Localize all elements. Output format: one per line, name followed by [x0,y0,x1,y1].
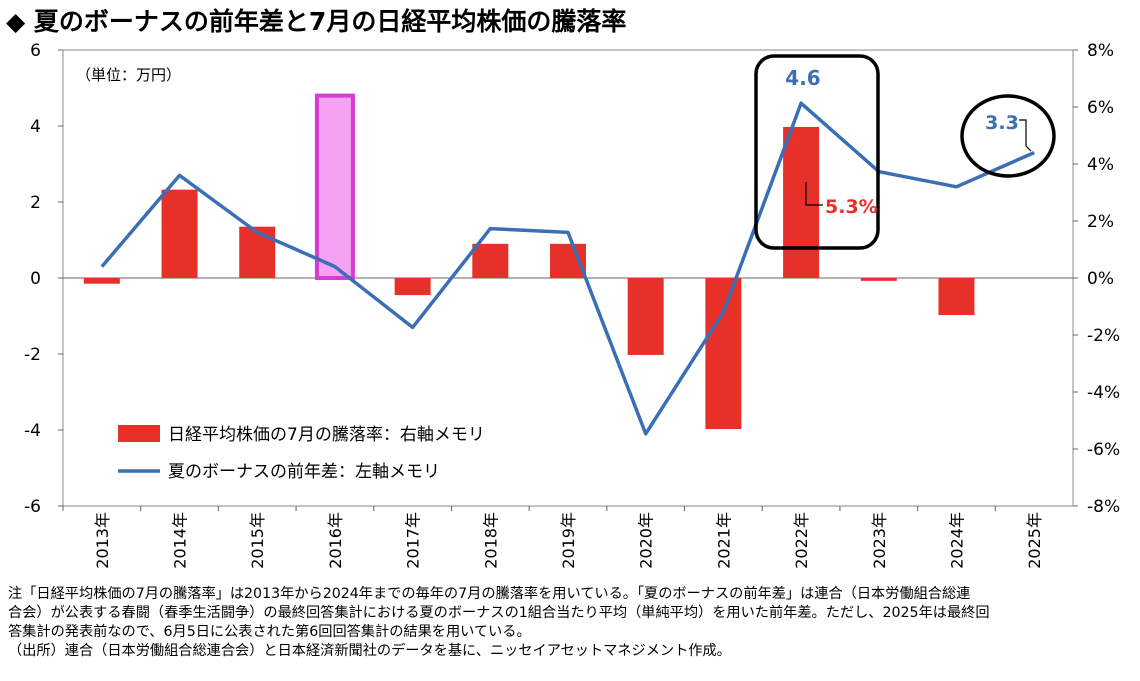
x-tick-label: 2015年 [248,512,267,569]
right-tick-label: 6% [1087,98,1114,118]
bar [239,226,276,278]
right-tick-label: 4% [1087,155,1114,175]
x-tick-label: 2018年 [481,512,500,569]
right-tick-label: 8% [1087,41,1114,61]
left-tick-label: 0 [30,269,41,289]
note-line: 答集計の発表前なので、6月5日に公表された第6回回答集計の結果を用いている。 [8,624,531,640]
x-tick-label: 2023年 [870,512,889,569]
bar [938,278,975,316]
footnotes: 注「日経平均株価の7月の騰落率」は2013年から2024年までの毎年の7月の騰落… [8,585,1133,661]
annotation-bonus-2022: 4.6 [785,66,820,90]
note-line: 合会）が公表する春闘（春季生活闘争）の最終回答集計における夏のボーナスの1組合当… [8,605,990,621]
left-axis-ticks: 6 4 2 0 -2 -4 -6 [24,41,63,517]
x-tick-label: 2016年 [326,512,345,569]
bar [783,126,820,278]
x-tick-label: 2022年 [792,512,811,569]
right-tick-label: 2% [1087,212,1114,232]
bar-series [83,93,975,430]
highlight-box-2022 [754,54,880,250]
left-tick-label: -6 [24,497,41,517]
left-tick-label: -4 [24,421,41,441]
x-tick-label: 2021年 [714,512,733,569]
annotations: 4.6 5.3% 3.3 [754,54,1056,250]
x-tick-label: 2025年 [1025,512,1044,569]
bar [860,278,897,281]
x-tick-label: 2019年 [559,512,578,569]
right-axis-ticks: 8% 6% 4% 2% 0% -2% -4% -6% -8% [1073,41,1120,517]
unit-label: （単位：万円） [76,66,181,84]
highlight-circle-2025 [960,94,1056,178]
annotation-stock-2022: 5.3% [825,196,878,218]
bar [627,278,664,355]
bar [394,278,431,296]
annotation-leader-2025 [1019,119,1032,152]
x-axis-ticks: 2013年 2014年 2015年 2016年 2017年 2018年 2019年 2020年… [62,506,1044,569]
legend-swatch-bar [118,425,160,442]
annotation-leader-2022 [805,182,823,206]
note-line: （出所）連合（日本労働組合総連合会）と日本経済新聞社のデータを基に、ニッセイアセ… [8,643,731,659]
right-tick-label: -4% [1087,383,1120,403]
bar-highlighted [314,93,355,280]
legend-label-bar: 日経平均株価の7月の騰落率：右軸メモリ [168,425,485,445]
chart-title: ◆ 夏のボーナスの前年差と7月の日経平均株価の騰落率 [6,7,627,36]
x-tick-label: 2024年 [947,512,966,569]
annotation-bonus-2025: 3.3 [985,112,1019,134]
left-tick-label: -2 [24,345,41,365]
x-tick-label: 2020年 [637,512,656,569]
left-tick-label: 6 [30,41,41,61]
right-tick-label: -6% [1087,440,1120,460]
right-tick-label: -8% [1087,497,1120,517]
bar [83,278,120,284]
right-tick-label: 0% [1087,269,1114,289]
left-tick-label: 2 [30,193,41,213]
right-tick-label: -2% [1087,326,1120,346]
bar [472,243,509,278]
x-tick-label: 2013年 [93,512,112,569]
bar [161,189,198,278]
x-tick-label: 2017年 [404,512,423,569]
legend-label-line: 夏のボーナスの前年差：左軸メモリ [168,462,440,482]
bar [705,278,742,430]
x-tick-label: 2014年 [171,512,190,569]
note-line: 注「日経平均株価の7月の騰落率」は2013年から2024年までの毎年の7月の騰落… [8,586,971,602]
left-tick-label: 4 [30,117,41,137]
